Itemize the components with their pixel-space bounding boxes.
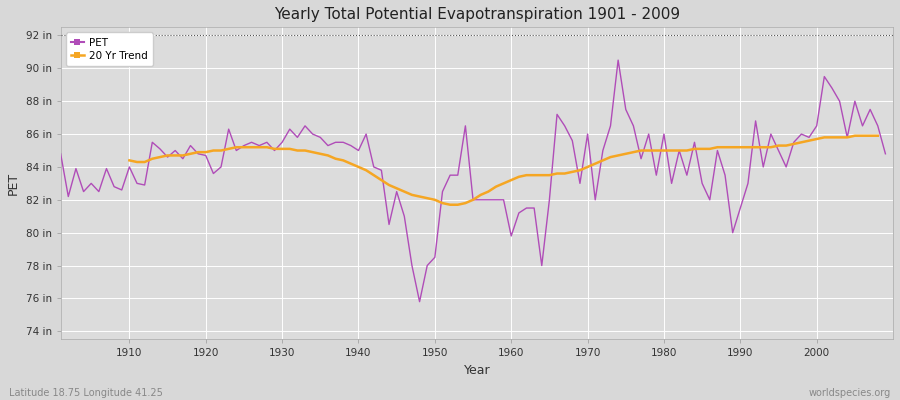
Text: Latitude 18.75 Longitude 41.25: Latitude 18.75 Longitude 41.25 <box>9 388 163 398</box>
X-axis label: Year: Year <box>464 364 490 377</box>
Text: worldspecies.org: worldspecies.org <box>809 388 891 398</box>
Legend: PET, 20 Yr Trend: PET, 20 Yr Trend <box>66 32 153 66</box>
Title: Yearly Total Potential Evapotranspiration 1901 - 2009: Yearly Total Potential Evapotranspiratio… <box>274 7 680 22</box>
Y-axis label: PET: PET <box>7 172 20 195</box>
